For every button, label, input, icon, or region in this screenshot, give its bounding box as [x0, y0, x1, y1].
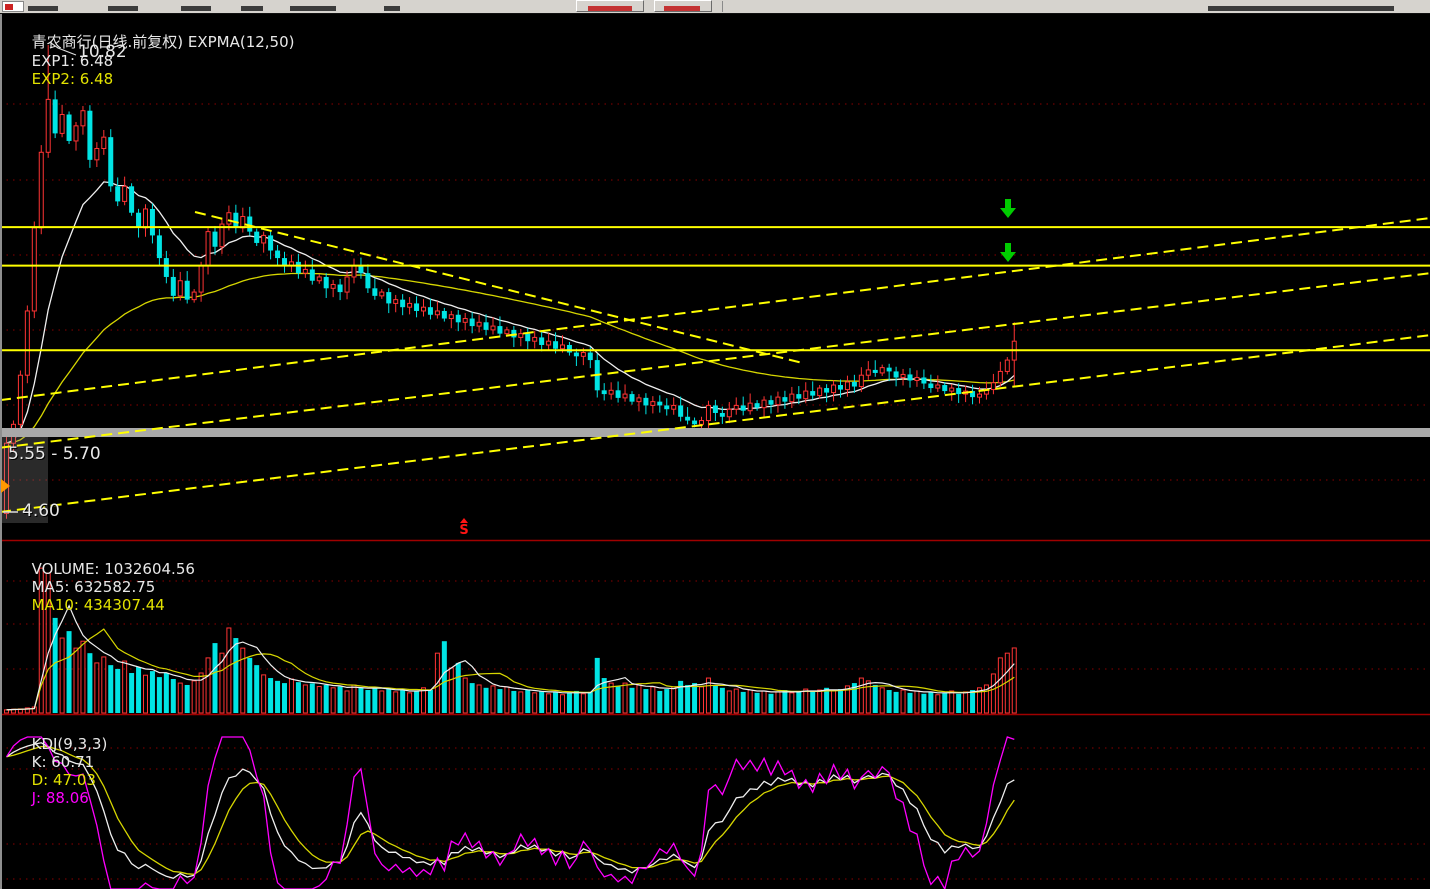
kdj-j-value: J: 88.06: [31, 789, 89, 807]
sell-signal-marker: S: [456, 518, 472, 537]
toolbar-text-fragment: [1208, 6, 1394, 11]
first-day-range-label: 5.55 - 5.70: [8, 444, 101, 464]
toolbar-text-fragment: [588, 6, 632, 11]
kdj-title-row: KDJ(9,3,3) K: 60.71 D: 47.03 J: 88.06: [3, 717, 119, 825]
kdj-d-value: D: 47.03: [31, 771, 96, 789]
grid-lines: [0, 103, 1430, 880]
toolbar-text-fragment: [384, 6, 400, 11]
volume-title-row: VOLUME: 1032604.56 MA5: 632582.75 MA10: …: [3, 542, 207, 632]
down-arrow-icon: [1000, 199, 1016, 219]
window-left-border: [0, 14, 2, 889]
volume-ma5-value: MA5: 632582.75: [31, 578, 156, 596]
app-icon[interactable]: [2, 1, 24, 12]
annotation-strokes: [3, 42, 77, 513]
exp1-value: EXP1: 6.48: [31, 52, 114, 70]
main-chart-title-row: 青农商行(日线.前复权) EXPMA(12,50) EXP1: 6.48 EXP…: [3, 13, 307, 106]
candlestick-series: [4, 44, 1017, 519]
toolbar-text-fragment: [664, 6, 700, 11]
volume-ma-lines: [6, 604, 1015, 711]
toolbar-text-fragment: [28, 6, 58, 11]
kdj-k-value: K: 60.71: [31, 753, 95, 771]
expma-lines: [6, 181, 1015, 444]
toolbar-text-fragment: [241, 6, 263, 11]
volume-value: VOLUME: 1032604.56: [31, 560, 195, 578]
current-price-arrow-icon: [1, 479, 10, 493]
down-arrow-icon: [1000, 243, 1016, 263]
gray-band: [0, 428, 1430, 523]
toolbar-text-fragment: [290, 6, 336, 11]
high-price-label: 10.82: [78, 42, 127, 62]
kdj-lines: [5, 736, 1015, 889]
toolbar-text-fragment: [181, 6, 211, 11]
volume-bars: [4, 567, 1017, 714]
kdj-params-label: KDJ(9,3,3): [31, 735, 108, 753]
sell-marker-hat-icon: [460, 518, 468, 523]
toolbar-text-fragment: [108, 6, 138, 11]
exp2-value: EXP2: 6.48: [31, 70, 114, 88]
toolbar-separator: [722, 1, 723, 12]
panel-dividers: [0, 539, 1430, 716]
low-price-label: 4.60: [22, 501, 60, 521]
sell-marker-letter: S: [459, 523, 469, 538]
volume-ma10-value: MA10: 434307.44: [31, 596, 165, 614]
top-toolbar: [0, 0, 1430, 14]
trend-lines: [0, 211, 1430, 513]
symbol-period-indicator-label: 青农商行(日线.前复权) EXPMA(12,50): [31, 33, 295, 51]
